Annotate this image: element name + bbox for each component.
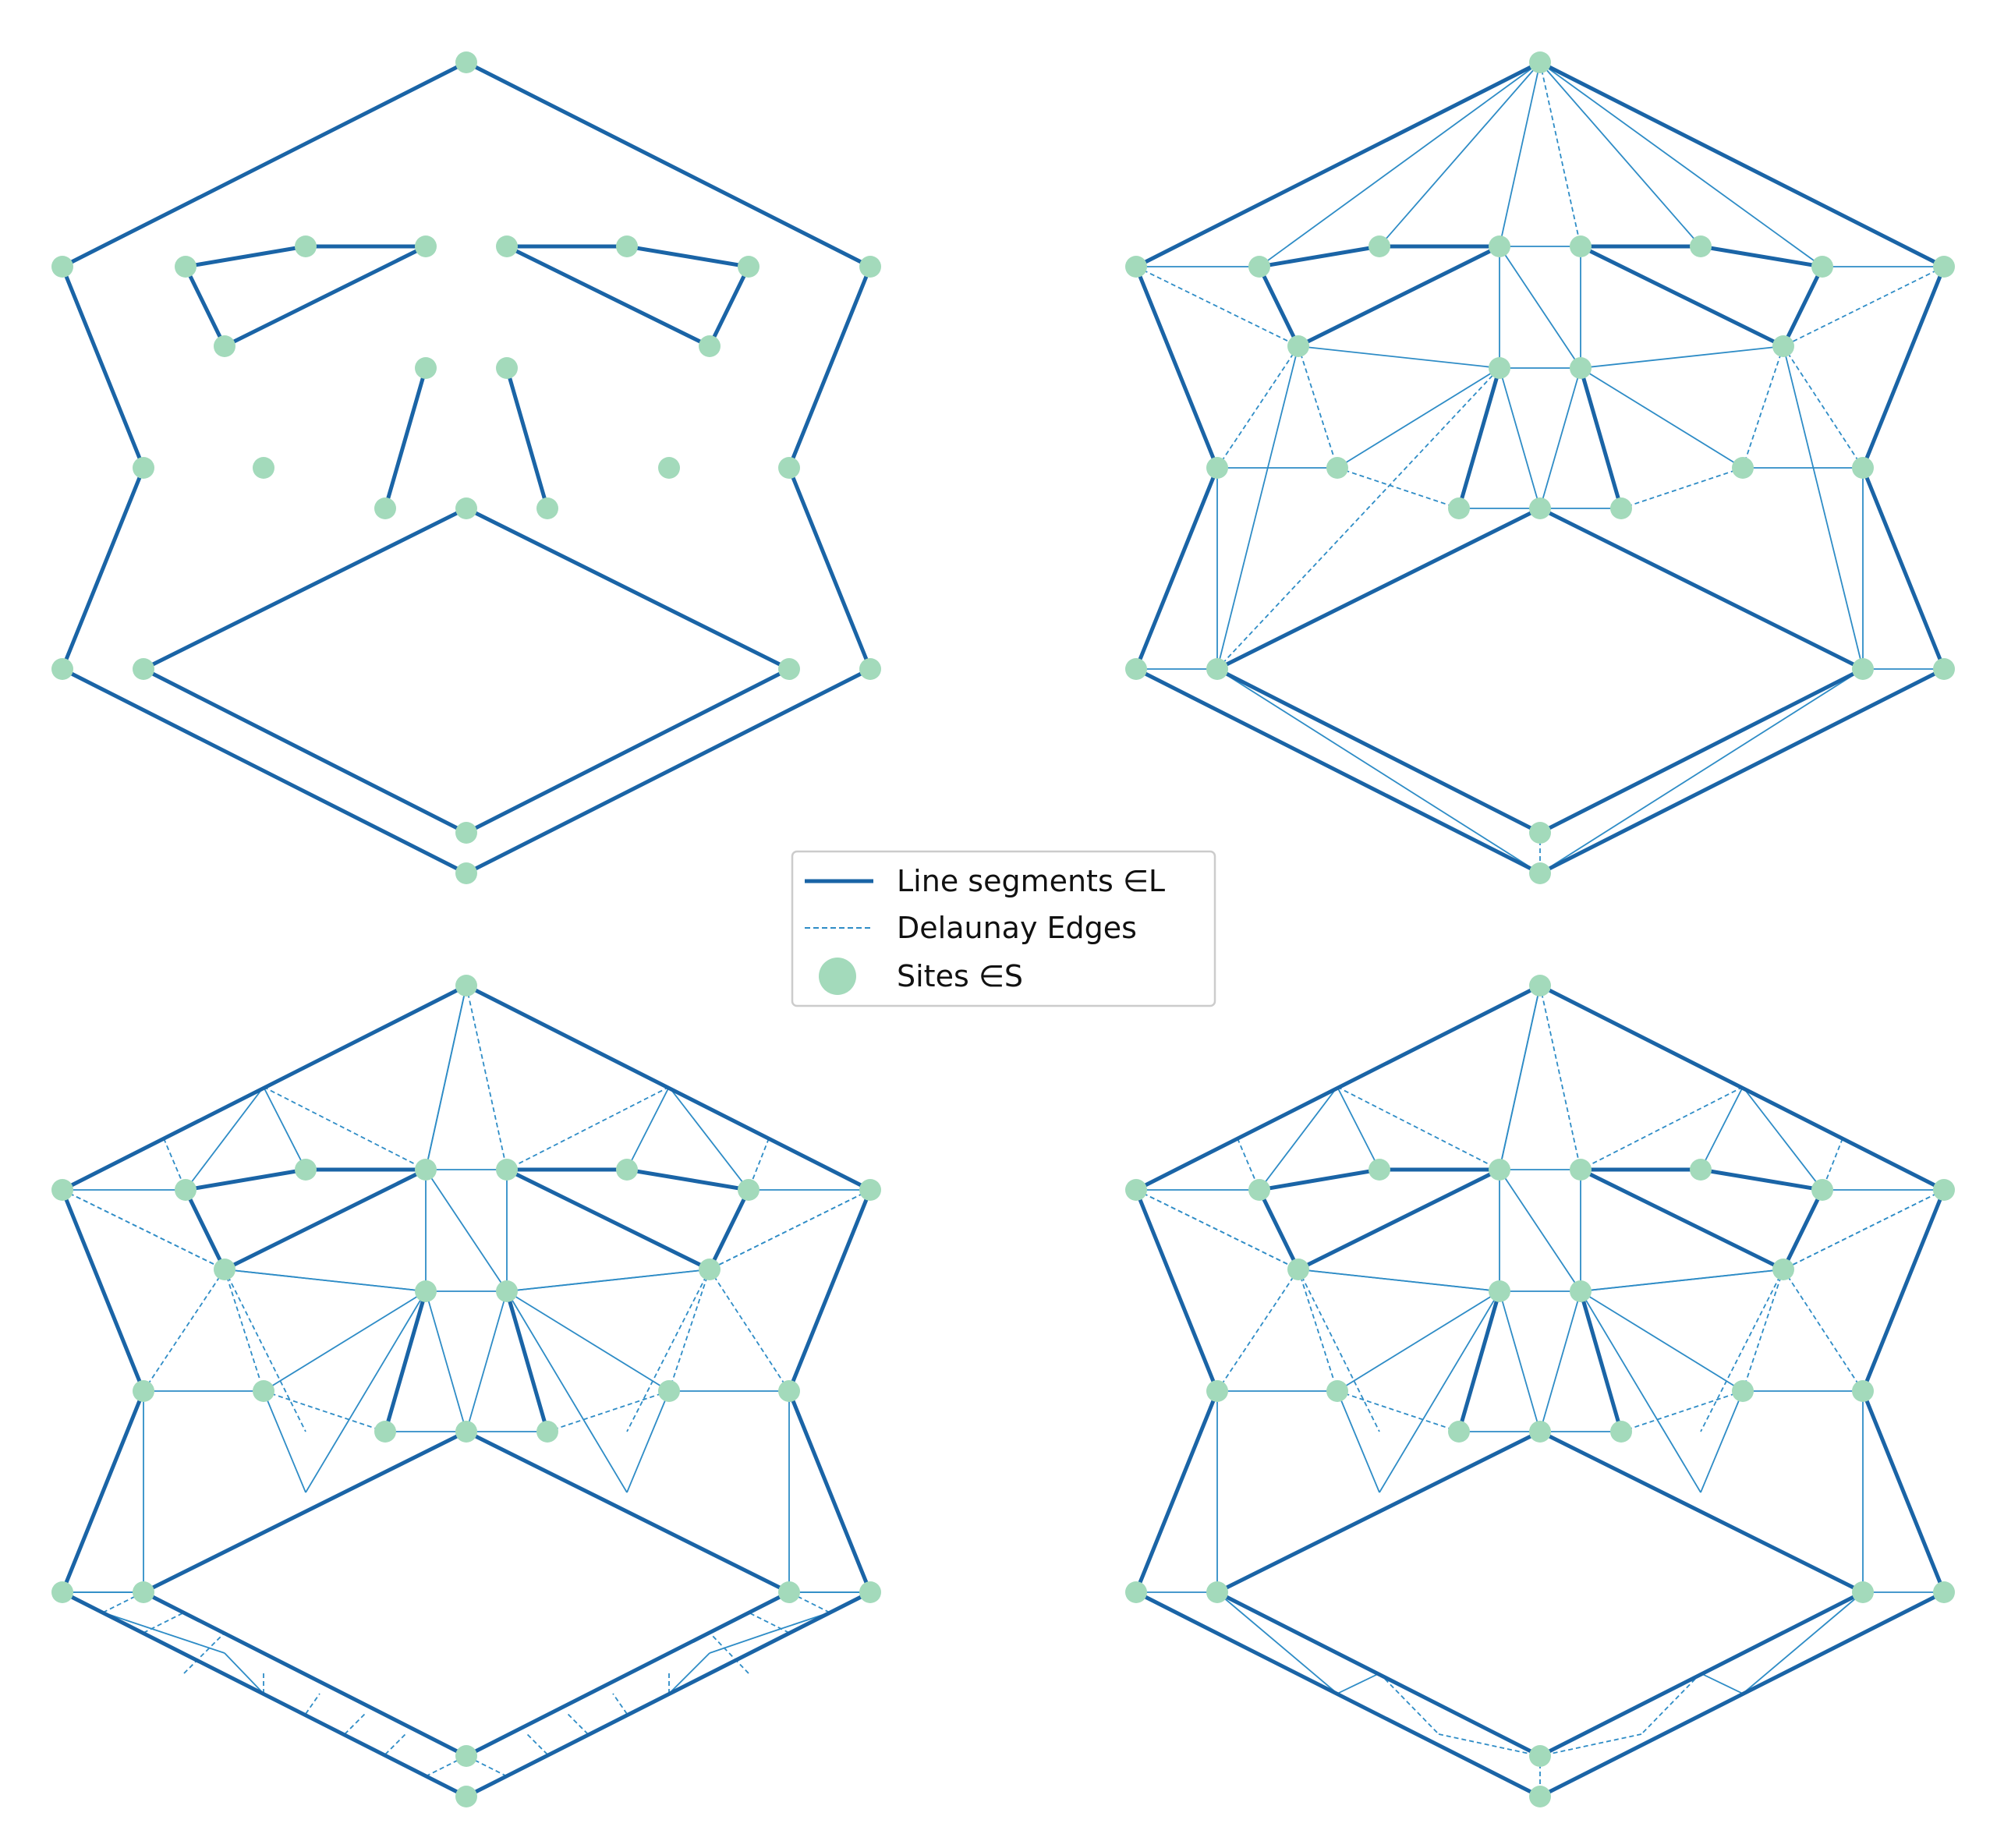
- legend-box: [791, 850, 1216, 1007]
- legend: Line segments ∈L Delaunay Edges Sites ∈S: [791, 850, 1216, 1007]
- legend-sites-label: Sites ∈S: [897, 959, 1023, 993]
- panel-top-left: [51, 51, 881, 884]
- legend-site-swatch: [819, 958, 856, 995]
- panel-top-right: [1125, 51, 1955, 884]
- legend-segments-label: Line segments ∈L: [897, 864, 1165, 898]
- panel-bottom-left: [51, 975, 881, 1807]
- legend-delaunay-label: Delaunay Edges: [897, 911, 1137, 945]
- panel-bottom-right: [1125, 975, 1955, 1807]
